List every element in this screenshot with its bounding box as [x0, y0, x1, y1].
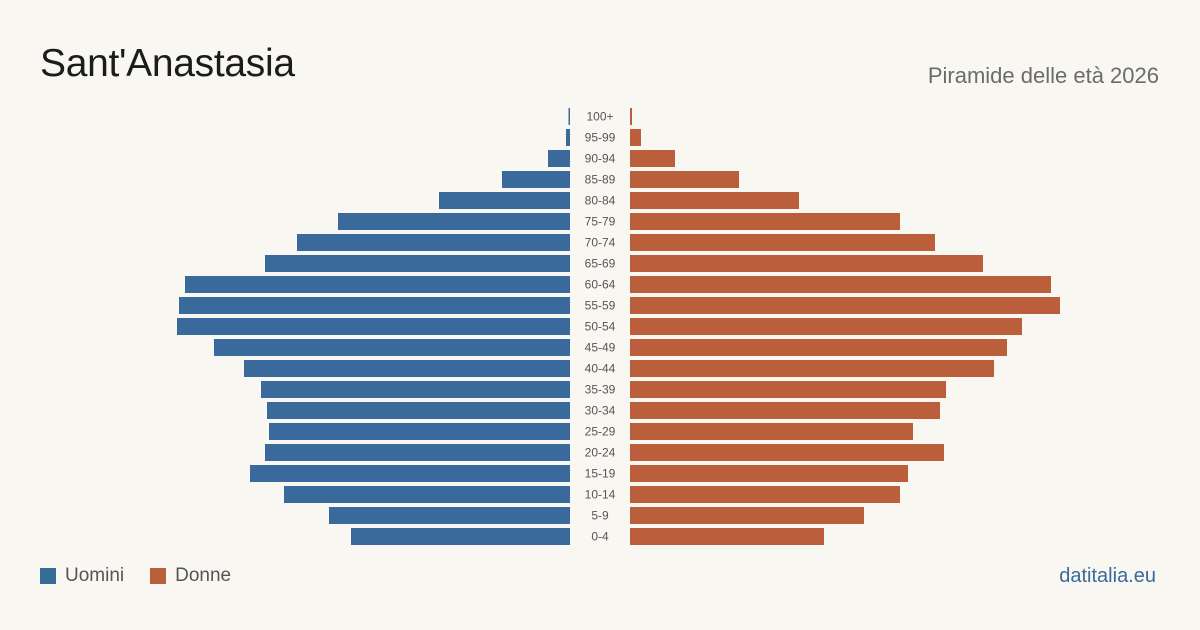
age-label-60-64: 60-64 [585, 278, 616, 292]
bar-men-90-94 [548, 150, 570, 167]
age-label-30-34: 30-34 [585, 404, 616, 418]
bar-men-15-19 [250, 465, 570, 482]
legend-item-men: Uomini [40, 565, 124, 587]
age-label-90-94: 90-94 [585, 152, 616, 166]
age-label-5-9: 5-9 [591, 509, 609, 523]
bar-women-80-84 [630, 192, 799, 209]
bar-women-40-44 [630, 360, 994, 377]
legend-item-women: Donne [150, 565, 231, 587]
bar-men-0-4 [351, 528, 570, 545]
age-label-40-44: 40-44 [585, 362, 616, 376]
bar-men-80-84 [439, 192, 570, 209]
age-label-35-39: 35-39 [585, 383, 616, 397]
bar-women-5-9 [630, 507, 864, 524]
bar-men-25-29 [269, 423, 570, 440]
chart-legend: Uomini Donne [40, 565, 231, 587]
bar-men-85-89 [502, 171, 570, 188]
bar-women-60-64 [630, 276, 1051, 293]
bar-women-70-74 [630, 234, 935, 251]
age-label-50-54: 50-54 [585, 320, 616, 334]
legend-label-men: Uomini [65, 565, 125, 586]
bar-men-65-69 [265, 255, 570, 272]
legend-swatch-women [150, 568, 167, 584]
bar-women-55-59 [630, 297, 1060, 314]
bar-women-0-4 [630, 528, 824, 545]
age-label-55-59: 55-59 [585, 299, 616, 313]
bar-men-100plus [568, 108, 570, 125]
bar-women-30-34 [630, 402, 940, 419]
bar-men-10-14 [284, 486, 570, 503]
bar-women-25-29 [630, 423, 913, 440]
age-label-85-89: 85-89 [585, 173, 616, 187]
bar-men-5-9 [329, 507, 570, 524]
bar-women-45-49 [630, 339, 1007, 356]
bar-men-30-34 [267, 402, 570, 419]
bar-men-55-59 [179, 297, 570, 314]
bar-men-70-74 [297, 234, 570, 251]
bar-women-50-54 [630, 318, 1022, 335]
age-label-75-79: 75-79 [585, 215, 616, 229]
legend-swatch-men [40, 568, 56, 584]
age-label-10-14: 10-14 [585, 488, 616, 502]
age-label-0-4: 0-4 [591, 530, 609, 544]
bar-women-75-79 [630, 213, 900, 230]
age-label-65-69: 65-69 [585, 257, 616, 271]
chart-title: Sant'Anastasia [40, 42, 295, 85]
age-label-70-74: 70-74 [585, 236, 616, 250]
age-label-80-84: 80-84 [585, 194, 616, 208]
bar-men-60-64 [185, 276, 570, 293]
age-label-25-29: 25-29 [585, 425, 616, 439]
bar-women-10-14 [630, 486, 900, 503]
bar-men-95-99 [566, 129, 570, 146]
age-label-100plus: 100+ [586, 110, 613, 124]
bar-women-85-89 [630, 171, 739, 188]
bar-men-50-54 [177, 318, 570, 335]
bar-men-75-79 [338, 213, 570, 230]
bar-men-40-44 [244, 360, 570, 377]
bar-women-90-94 [630, 150, 675, 167]
age-label-45-49: 45-49 [585, 341, 616, 355]
bar-women-95-99 [630, 129, 641, 146]
age-label-95-99: 95-99 [585, 131, 616, 145]
age-label-15-19: 15-19 [585, 467, 616, 481]
bar-men-35-39 [261, 381, 570, 398]
brand-link[interactable]: datitalia.eu [1059, 565, 1156, 587]
bar-men-45-49 [214, 339, 570, 356]
age-label-20-24: 20-24 [585, 446, 616, 460]
chart-subtitle: Piramide delle età 2026 [927, 63, 1159, 88]
bar-men-20-24 [265, 444, 570, 461]
legend-label-women: Donne [175, 565, 232, 586]
bar-women-35-39 [630, 381, 946, 398]
bar-women-20-24 [630, 444, 944, 461]
bar-women-65-69 [630, 255, 983, 272]
bar-women-100plus [630, 108, 632, 125]
bar-women-15-19 [630, 465, 908, 482]
